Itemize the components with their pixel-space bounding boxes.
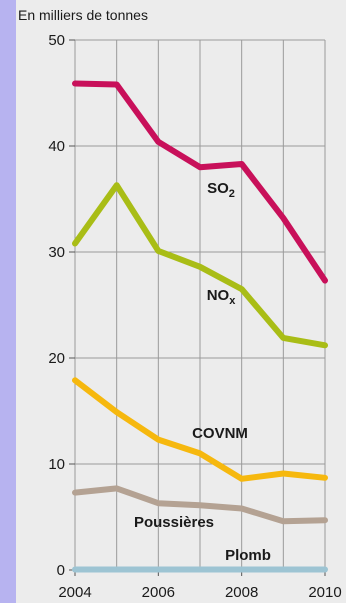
series-label-4: Plomb: [225, 547, 271, 564]
x-tick-label-2004: 2004: [58, 584, 91, 601]
gridlines: [69, 39, 326, 576]
y-tick-label-40: 40: [48, 138, 65, 155]
y-tick-label-0: 0: [57, 562, 65, 579]
axis-labels: 0 10 20 30 40 50 2004 2006 2008 2010: [48, 32, 341, 601]
series-label-2: COVNM: [192, 425, 248, 442]
y-tick-label-30: 30: [48, 244, 65, 261]
series-label-1: NOx: [207, 287, 237, 307]
y-tick-label-50: 50: [48, 32, 65, 49]
series-labels: SO2 NOx COVNM Poussières Plomb: [134, 180, 271, 564]
x-tick-label-2008: 2008: [225, 584, 258, 601]
x-tick-label-2010: 2010: [308, 584, 341, 601]
y-tick-label-20: 20: [48, 350, 65, 367]
series-label-0: SO2: [207, 180, 235, 200]
series-lines: [72, 80, 328, 573]
y-tick-label-10: 10: [48, 456, 65, 473]
x-tick-label-2006: 2006: [142, 584, 175, 601]
series-label-3: Poussières: [134, 514, 214, 531]
left-decor-strip: [0, 0, 16, 603]
y-unit-label: En milliers de tonnes: [18, 7, 148, 23]
